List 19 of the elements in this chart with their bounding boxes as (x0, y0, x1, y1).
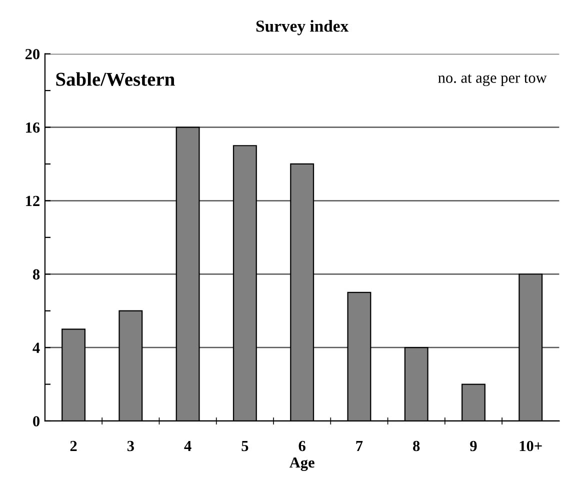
x-tick-label: 4 (184, 440, 192, 452)
y-tick-label: 4 (32, 342, 40, 353)
annotation: Sable/Western (56, 72, 175, 86)
x-tick-label: 2 (70, 440, 77, 452)
annotation: no. at age per tow (438, 74, 547, 86)
y-tick-label: 12 (26, 196, 40, 206)
x-tick-label: 5 (242, 441, 248, 452)
y-tick-label: 0 (33, 416, 40, 426)
x-tick-label: 7 (356, 441, 363, 452)
x-tick-label: 3 (127, 440, 134, 452)
x-tick-label: 6 (298, 440, 306, 452)
x-axis-title: Age (290, 457, 314, 471)
x-tick-label: 9 (470, 440, 477, 452)
y-tick-label: 8 (32, 269, 40, 280)
y-tick-label: 20 (25, 48, 40, 60)
y-tick-label: 16 (26, 122, 40, 133)
x-tick-label: 8 (413, 440, 420, 452)
chart-title: Survey index (256, 20, 349, 36)
x-tick-label: 10+ (520, 440, 542, 452)
